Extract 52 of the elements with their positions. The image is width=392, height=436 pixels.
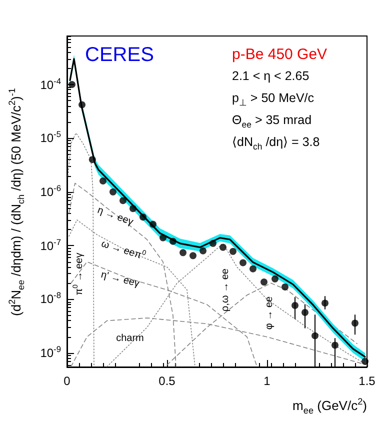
point	[282, 283, 288, 290]
point	[140, 214, 146, 221]
annotation: ρ,ω → ee	[220, 268, 231, 312]
point	[78, 101, 86, 108]
annotation: ω → eeπ$^{0}$	[100, 238, 147, 262]
y-tick-label: 10$^{-5}$	[40, 129, 61, 146]
annotation: ⟨dN$_{ch}$ /dη⟩ = 3.8	[232, 135, 320, 152]
y-tick-label: 10$^{-6}$	[40, 182, 61, 199]
annotation: CERES	[85, 44, 154, 66]
x-tick-label: 0	[64, 374, 70, 388]
x-tick-label: 0.5	[158, 374, 176, 388]
point	[292, 302, 298, 309]
y-tick-label: 10$^{-7}$	[40, 236, 61, 253]
annotation: p-Be 450 GeV	[232, 46, 328, 63]
point	[190, 252, 196, 260]
point	[88, 156, 96, 164]
point	[200, 247, 206, 254]
point	[352, 320, 358, 327]
annotation: η → eeγ	[96, 205, 135, 228]
annotation: η' → eeγ	[100, 269, 140, 290]
point	[332, 342, 338, 349]
point	[68, 81, 76, 88]
point	[250, 265, 256, 272]
point	[260, 278, 268, 286]
point	[150, 220, 156, 228]
x-tick-label: 1.5	[358, 374, 376, 388]
point	[230, 248, 236, 255]
point	[100, 177, 106, 184]
point	[130, 205, 136, 212]
point	[322, 300, 328, 307]
point	[240, 259, 246, 266]
point	[120, 197, 126, 204]
point	[180, 249, 186, 256]
annotation: φ → ee	[264, 296, 275, 330]
annotation: charm	[116, 333, 144, 344]
point	[170, 238, 176, 245]
point	[160, 234, 166, 242]
point	[302, 308, 308, 316]
point	[220, 244, 226, 251]
point	[272, 275, 278, 282]
annotation: 2.1 < η < 2.65	[232, 69, 310, 83]
y-tick-label: 10$^{-9}$	[40, 344, 61, 360]
y-tick-label: 10$^{-4}$	[40, 76, 61, 92]
point	[362, 358, 368, 365]
point	[210, 240, 216, 247]
annotation: Θ$_{ee}$ > 35 mrad	[232, 113, 312, 130]
annotation: p$_{⊥}$ > 50 MeV/c	[232, 91, 314, 108]
x-tick-label: 1	[264, 374, 270, 388]
point	[312, 332, 318, 340]
y-tick-label: 10$^{-8}$	[40, 290, 61, 306]
x-axis-title: m$_{ee}$ (GeV/c$^{2}$)	[292, 396, 367, 416]
point	[110, 188, 116, 196]
